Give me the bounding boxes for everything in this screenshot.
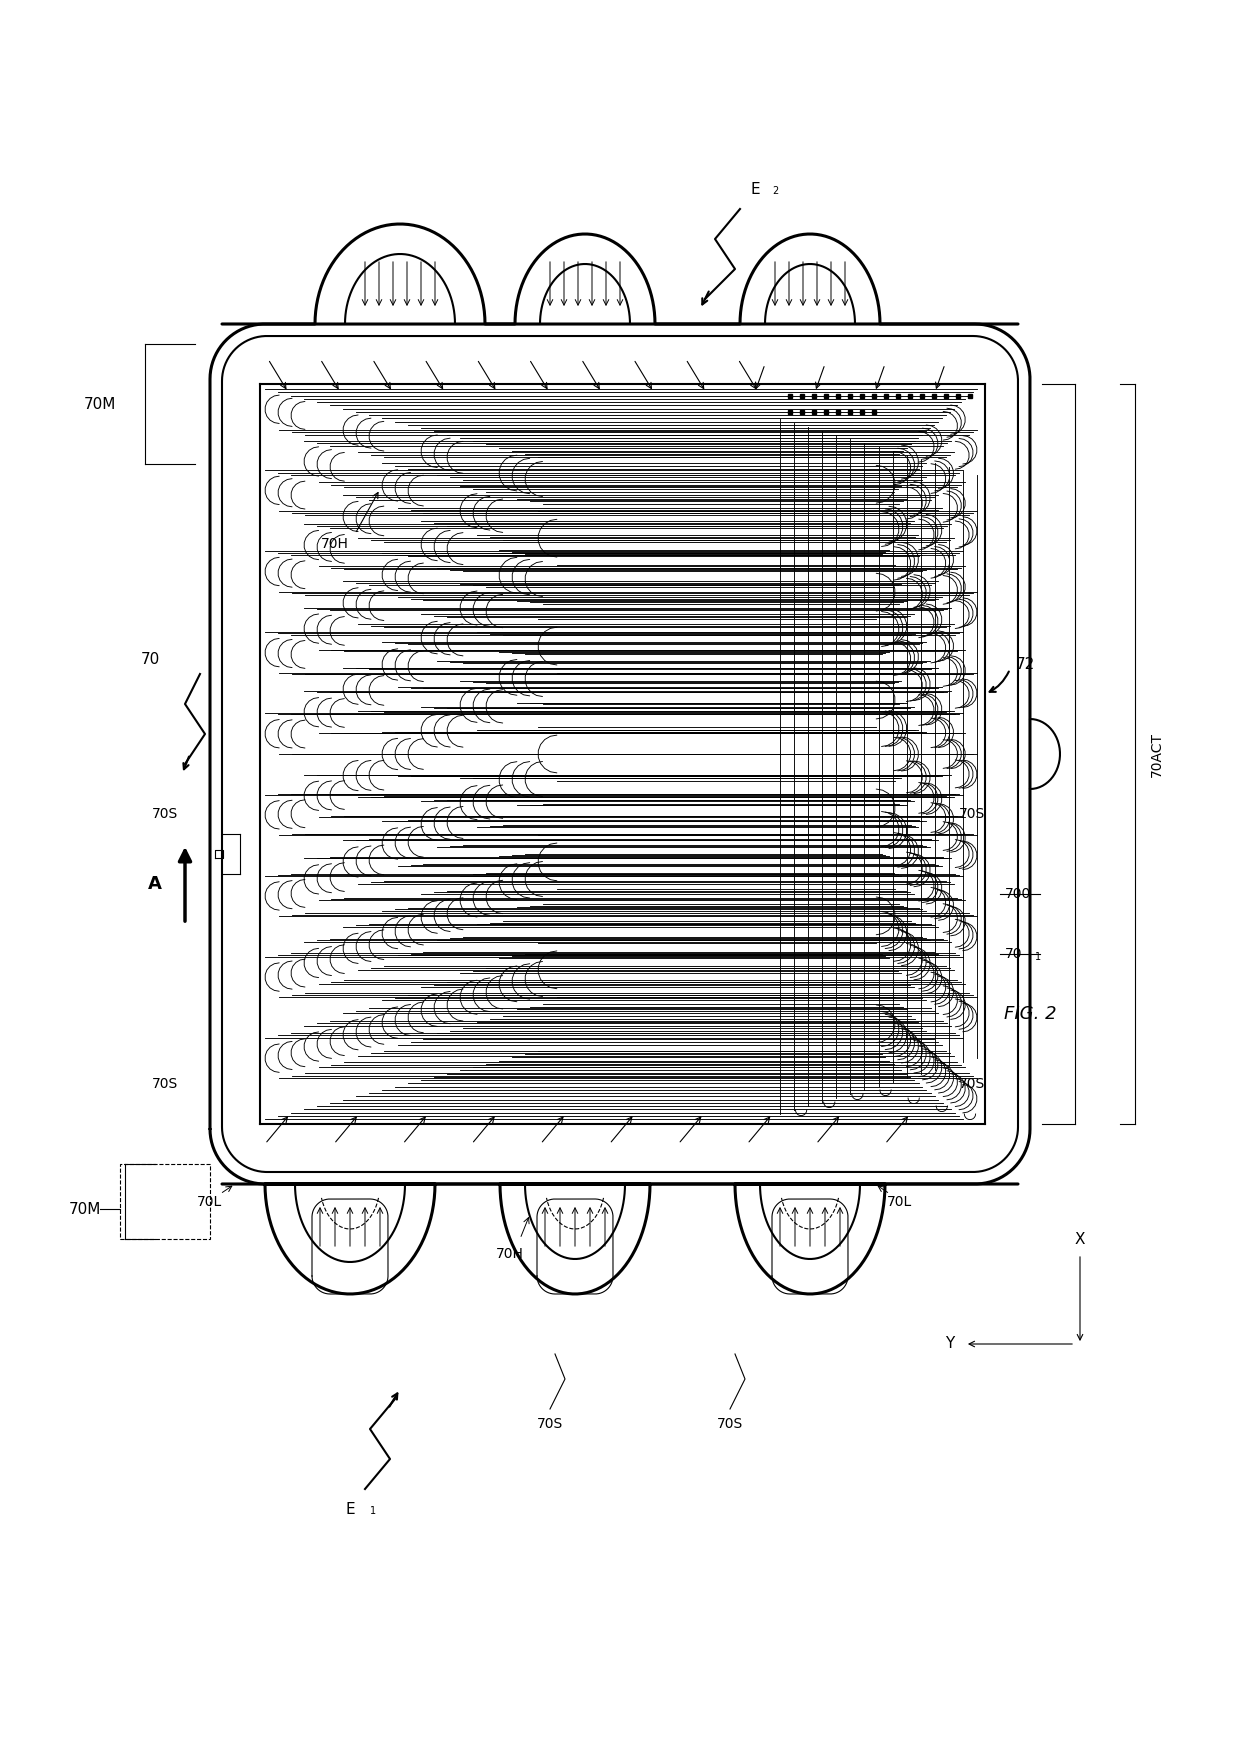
Text: 70S: 70S [959, 1078, 985, 1092]
Text: 2: 2 [771, 187, 779, 195]
Text: 700: 700 [1004, 888, 1032, 902]
Text: 70: 70 [140, 652, 160, 666]
Text: 70S: 70S [151, 807, 179, 821]
Text: 70M: 70M [68, 1202, 102, 1217]
Text: 70S: 70S [717, 1416, 743, 1432]
Text: 70S: 70S [151, 1078, 179, 1092]
Bar [120, 1163, 210, 1238]
Text: 70S: 70S [537, 1416, 563, 1432]
Text: 72: 72 [1016, 656, 1034, 671]
Text: 70: 70 [1004, 947, 1023, 961]
Text: 70M: 70M [84, 396, 117, 412]
Text: E: E [750, 181, 760, 197]
Text: X: X [1075, 1231, 1085, 1247]
Text: 1: 1 [370, 1507, 376, 1516]
Text: FIG. 2: FIG. 2 [1003, 1005, 1056, 1024]
Text: 1: 1 [1035, 952, 1042, 963]
Text: 70L: 70L [197, 1195, 223, 1209]
Text: 70L: 70L [888, 1195, 913, 1209]
Text: Y: Y [945, 1336, 955, 1352]
Text: E: E [345, 1502, 355, 1517]
Text: 70H: 70H [496, 1247, 525, 1261]
Text: 70H: 70H [321, 537, 348, 551]
Text: A: A [148, 875, 162, 893]
Text: 70ACT: 70ACT [1149, 731, 1164, 776]
Text: 70S: 70S [959, 807, 985, 821]
